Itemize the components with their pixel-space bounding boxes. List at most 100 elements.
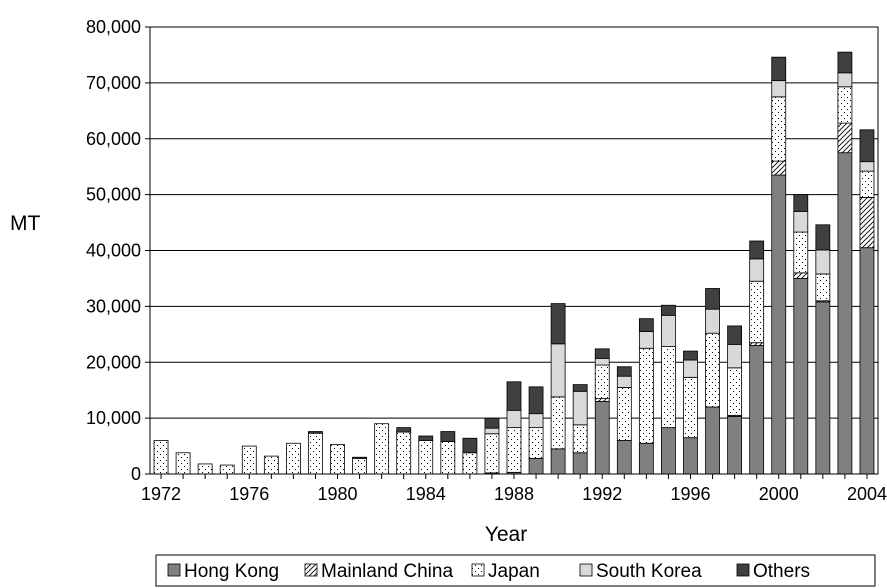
- bar-segment-others-1991: [572, 384, 588, 392]
- bar-segment-south-korea-2003: [837, 72, 853, 88]
- bar-segment-south-korea-1988: [506, 409, 522, 429]
- bar-segment-japan-2000: [771, 96, 787, 162]
- bar-segment-south-korea-2002: [815, 249, 831, 275]
- bar-segment-others-1983: [396, 427, 412, 433]
- bar-segment-japan-2004: [859, 170, 875, 198]
- legend-label-mainland-china: Mainland China: [321, 561, 453, 582]
- bar-segment-japan-1985: [440, 441, 456, 475]
- bar-segment-hong-kong-2000: [771, 174, 787, 475]
- bar-segment-mainland-china-2003: [837, 122, 853, 154]
- bars: [153, 51, 875, 475]
- y-tick-label: 40,000: [86, 241, 141, 261]
- legend-swatch-mainland-china: [304, 563, 318, 577]
- x-tick-label: 1972: [141, 484, 181, 504]
- bar-segment-south-korea-1995: [661, 314, 676, 348]
- bar-segment-mainland-china-2001: [793, 272, 809, 279]
- bar-segment-south-korea-1997: [705, 308, 720, 334]
- x-tick-label: 2004: [847, 484, 887, 504]
- legend-swatch-hong-kong: [167, 563, 181, 577]
- bar-segment-south-korea-1999: [749, 258, 765, 282]
- bar-segment-others-1988: [506, 381, 522, 411]
- bar-segment-south-korea-2001: [793, 210, 809, 233]
- bar-segment-others-1984: [418, 435, 434, 441]
- legend-label-others: Others: [753, 561, 810, 582]
- y-tick-label: 0: [131, 464, 141, 484]
- bar-segment-japan-2001: [793, 231, 809, 274]
- legend-label-hong-kong: Hong Kong: [184, 561, 279, 582]
- bar-segment-mainland-china-2000: [771, 160, 787, 176]
- bar-segment-hong-kong-1994: [638, 442, 654, 475]
- bar-segment-others-1992: [594, 348, 610, 359]
- bar-segment-hong-kong-1992: [594, 400, 610, 475]
- y-tick-label: 50,000: [86, 185, 141, 205]
- bar-segment-others-1989: [528, 386, 544, 415]
- legend-box: [155, 554, 876, 587]
- bar-segment-japan-2002: [815, 273, 831, 302]
- y-tick-label: 70,000: [86, 73, 141, 93]
- bar-segment-mainland-china-1992: [594, 398, 610, 402]
- bar-segment-japan-1984: [418, 440, 434, 475]
- bar-segment-hong-kong-1995: [661, 427, 676, 475]
- bar-segment-others-1999: [749, 240, 765, 260]
- bar-segment-mainland-china-1999: [749, 342, 765, 346]
- bar-segment-hong-kong-1989: [528, 457, 544, 475]
- bar-segment-japan-1980: [330, 443, 345, 475]
- bar-segment-others-2003: [837, 51, 853, 74]
- bar-segment-japan-1989: [528, 427, 544, 459]
- bar-segment-south-korea-2004: [859, 161, 875, 172]
- bar-segment-others-1995: [661, 304, 676, 316]
- bar-segment-japan-1981: [352, 457, 367, 475]
- y-tick-label: 20,000: [86, 352, 141, 372]
- bar-segment-japan-1995: [661, 346, 676, 429]
- bar-segment-others-2004: [859, 129, 875, 163]
- bar-segment-japan-1997: [705, 332, 720, 408]
- bar-segment-japan-1990: [550, 396, 566, 450]
- bar-segment-south-korea-1990: [550, 343, 566, 398]
- bar-segment-hong-kong-1998: [727, 416, 743, 475]
- bar-segment-japan-1996: [683, 376, 698, 439]
- legend-label-japan: Japan: [488, 561, 540, 582]
- bar-segment-others-1993: [616, 366, 632, 377]
- bar-segment-others-1979: [308, 431, 323, 434]
- bar-segment-hong-kong-2002: [815, 301, 831, 475]
- bar-segment-japan-1993: [616, 386, 632, 441]
- bar-segment-others-2001: [793, 194, 809, 212]
- x-axis-title: Year: [485, 523, 527, 546]
- bar-segment-japan-1988: [506, 427, 522, 473]
- bar-segment-others-1987: [484, 417, 500, 429]
- bar-segment-hong-kong-2004: [859, 247, 875, 475]
- bar-segment-japan-1978: [285, 442, 301, 475]
- bar-segment-south-korea-1989: [528, 413, 544, 429]
- bar-segment-others-1998: [727, 325, 743, 345]
- bar-segment-others-1986: [462, 437, 478, 454]
- y-tick-label: 10,000: [86, 408, 141, 428]
- x-tick-label: 1976: [229, 484, 269, 504]
- bar-segment-others-2000: [771, 56, 787, 82]
- x-tick-label: 1988: [494, 484, 534, 504]
- bar-segment-south-korea-2000: [771, 80, 787, 98]
- bar-segment-hong-kong-1996: [683, 437, 698, 475]
- bar-segment-others-1981: [352, 456, 367, 459]
- x-tick-label: 1996: [670, 484, 710, 504]
- bar-segment-japan-1974: [197, 463, 213, 475]
- bar-segment-others-2002: [815, 224, 831, 251]
- bar-segment-south-korea-1992: [594, 357, 610, 366]
- y-tick-label: 60,000: [86, 129, 141, 149]
- bar-segment-japan-1982: [374, 423, 390, 475]
- bar-segment-others-1997: [705, 288, 720, 310]
- bar-segment-hong-kong-1999: [749, 345, 765, 475]
- bar-segment-south-korea-1991: [572, 390, 588, 426]
- legend-label-south-korea: South Korea: [596, 561, 702, 582]
- legend-swatch-others: [736, 563, 750, 577]
- bar-segment-japan-1986: [462, 452, 478, 475]
- bar-segment-japan-1987: [484, 433, 500, 474]
- bar-segment-japan-1972: [153, 440, 169, 475]
- bar-segment-south-korea-1987: [484, 427, 500, 435]
- bar-segment-japan-2003: [837, 86, 853, 124]
- axes: 0 10,000 20,000 30,000 40,000 50,000 60,000 70,…: [86, 17, 887, 504]
- bar-segment-south-korea-1996: [683, 359, 698, 378]
- bar-segment-japan-1976: [241, 445, 257, 475]
- legend: Hong Kong Mainland China Japan South Korea O…: [155, 554, 876, 587]
- bar-segment-others-1985: [440, 431, 456, 442]
- bar-segment-hong-kong-1993: [616, 440, 632, 475]
